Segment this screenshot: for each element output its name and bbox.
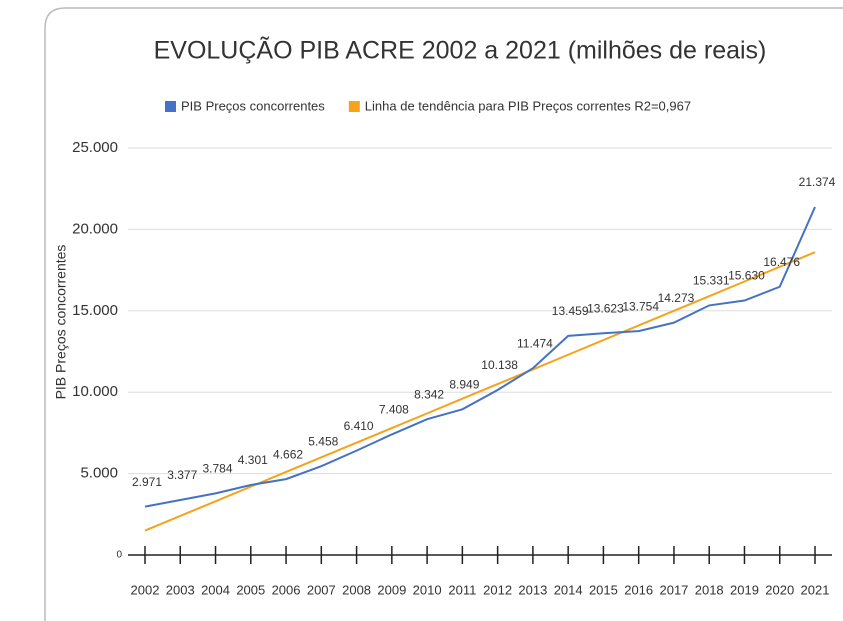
x-tick-label: 2007 — [307, 582, 336, 597]
data-label: 15.331 — [693, 274, 730, 288]
data-label: 16.476 — [763, 255, 800, 269]
y-tick-label: 15.000 — [72, 302, 118, 319]
x-tick-label: 2015 — [589, 582, 618, 597]
x-tick-label: 2012 — [483, 582, 512, 597]
y-tick-label: 25.000 — [72, 139, 118, 156]
frame — [44, 7, 843, 621]
data-label: 4.301 — [238, 453, 268, 467]
data-label: 4.662 — [273, 447, 303, 461]
x-tick-label: 2008 — [342, 582, 371, 597]
data-label: 8.949 — [449, 377, 479, 391]
data-label: 10.138 — [481, 358, 518, 372]
x-tick-label: 2014 — [554, 582, 583, 597]
y-tick-label: 10.000 — [72, 383, 118, 400]
data-label: 15.630 — [728, 269, 765, 283]
legend-label: PIB Preços concorrentes — [181, 98, 325, 113]
y-axis-label: PIB Preços concorrentes — [53, 245, 69, 400]
x-tick-label: 2005 — [236, 582, 265, 597]
data-label: 7.408 — [379, 403, 409, 417]
data-label: 2.971 — [132, 475, 162, 489]
trend-line — [144, 251, 816, 532]
x-tick-label: 2011 — [448, 582, 476, 597]
legend-swatch — [165, 101, 176, 112]
data-label: 3.784 — [203, 462, 233, 476]
y-tick-label: 20.000 — [72, 220, 118, 237]
x-tick-label: 2017 — [659, 582, 688, 597]
data-label: 5.458 — [308, 434, 338, 448]
y-tick-label: 5.000 — [80, 465, 118, 482]
data-label: 21.374 — [799, 175, 836, 189]
data-label: 13.754 — [622, 299, 659, 313]
x-tick-label: 2002 — [131, 582, 160, 597]
x-tick-label: 2006 — [272, 582, 301, 597]
x-tick-label: 2016 — [624, 582, 653, 597]
data-label: 3.377 — [167, 468, 197, 482]
x-tick-label: 2019 — [730, 582, 759, 597]
data-line — [144, 206, 816, 508]
x-tick-label: 2010 — [413, 582, 442, 597]
legend-label: Linha de tendência para PIB Preços corre… — [365, 98, 691, 113]
data-label: 6.410 — [344, 419, 374, 433]
x-tick-label: 2004 — [201, 582, 230, 597]
x-tick-label: 2003 — [166, 582, 195, 597]
data-label: 14.273 — [658, 291, 695, 305]
x-tick-label: 2020 — [765, 582, 794, 597]
y-tick-label: 0 — [116, 550, 122, 561]
data-label: 13.459 — [552, 304, 589, 318]
x-tick-label: 2009 — [377, 582, 406, 597]
legend-swatch — [348, 101, 360, 112]
x-tick-label: 2013 — [518, 582, 547, 597]
x-tick-label: 2018 — [695, 582, 724, 597]
data-label: 11.474 — [517, 336, 553, 350]
data-label: 8.342 — [414, 387, 444, 401]
chart-title: EVOLUÇÃO PIB ACRE 2002 a 2021 (milhões d… — [154, 36, 767, 65]
x-tick-label: 2021 — [801, 582, 830, 597]
data-label: 13.623 — [587, 301, 624, 315]
